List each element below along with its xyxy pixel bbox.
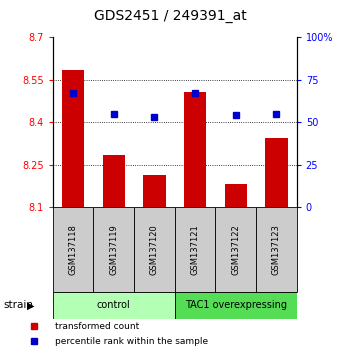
Text: transformed count: transformed count [55, 322, 139, 331]
Text: GSM137118: GSM137118 [69, 224, 78, 275]
Text: percentile rank within the sample: percentile rank within the sample [55, 337, 208, 346]
Text: GSM137120: GSM137120 [150, 224, 159, 275]
Text: ▶: ▶ [27, 300, 34, 310]
Text: GSM137119: GSM137119 [109, 224, 118, 275]
Bar [216, 207, 256, 292]
Text: TAC1 overexpressing: TAC1 overexpressing [185, 300, 287, 310]
Bar [143, 175, 166, 207]
Bar [256, 207, 297, 292]
Text: GDS2451 / 249391_at: GDS2451 / 249391_at [94, 9, 247, 23]
Bar [134, 207, 175, 292]
Bar [175, 292, 297, 319]
Bar [53, 207, 93, 292]
Bar [265, 138, 287, 207]
Bar [184, 92, 206, 207]
Text: GSM137121: GSM137121 [191, 224, 199, 275]
Text: GSM137122: GSM137122 [231, 224, 240, 275]
Text: GSM137123: GSM137123 [272, 224, 281, 275]
Bar [103, 155, 125, 207]
Bar [224, 184, 247, 207]
Bar [175, 207, 216, 292]
Text: control: control [97, 300, 131, 310]
Bar [62, 70, 84, 207]
Text: strain: strain [3, 300, 33, 310]
Bar [93, 207, 134, 292]
Bar [53, 292, 175, 319]
